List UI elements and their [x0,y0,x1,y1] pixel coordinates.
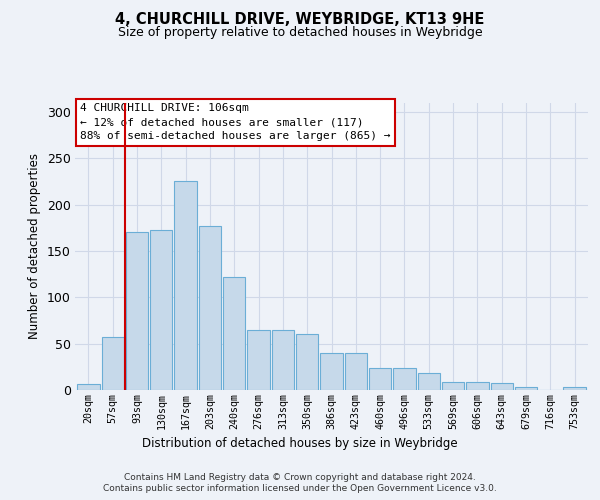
Bar [442,382,464,390]
Text: 4, CHURCHILL DRIVE, WEYBRIDGE, KT13 9HE: 4, CHURCHILL DRIVE, WEYBRIDGE, KT13 9HE [115,12,485,28]
Text: Contains public sector information licensed under the Open Government Licence v3: Contains public sector information licen… [103,484,497,493]
Y-axis label: Number of detached properties: Number of detached properties [28,153,41,340]
Bar [126,232,148,390]
Bar [247,330,270,390]
Bar [563,387,586,390]
Bar [369,368,391,390]
Bar [320,353,343,390]
Bar [101,337,124,390]
Bar [466,382,488,390]
Bar [491,382,513,390]
Bar [296,334,319,390]
Text: Contains HM Land Registry data © Crown copyright and database right 2024.: Contains HM Land Registry data © Crown c… [124,472,476,482]
Bar [77,384,100,390]
Text: Size of property relative to detached houses in Weybridge: Size of property relative to detached ho… [118,26,482,39]
Text: 4 CHURCHILL DRIVE: 106sqm
← 12% of detached houses are smaller (117)
88% of semi: 4 CHURCHILL DRIVE: 106sqm ← 12% of detac… [80,103,391,141]
Bar [223,277,245,390]
Bar [515,387,537,390]
Text: Distribution of detached houses by size in Weybridge: Distribution of detached houses by size … [142,438,458,450]
Bar [272,330,294,390]
Bar [344,353,367,390]
Bar [175,182,197,390]
Bar [393,368,416,390]
Bar [418,374,440,390]
Bar [199,226,221,390]
Bar [150,230,172,390]
